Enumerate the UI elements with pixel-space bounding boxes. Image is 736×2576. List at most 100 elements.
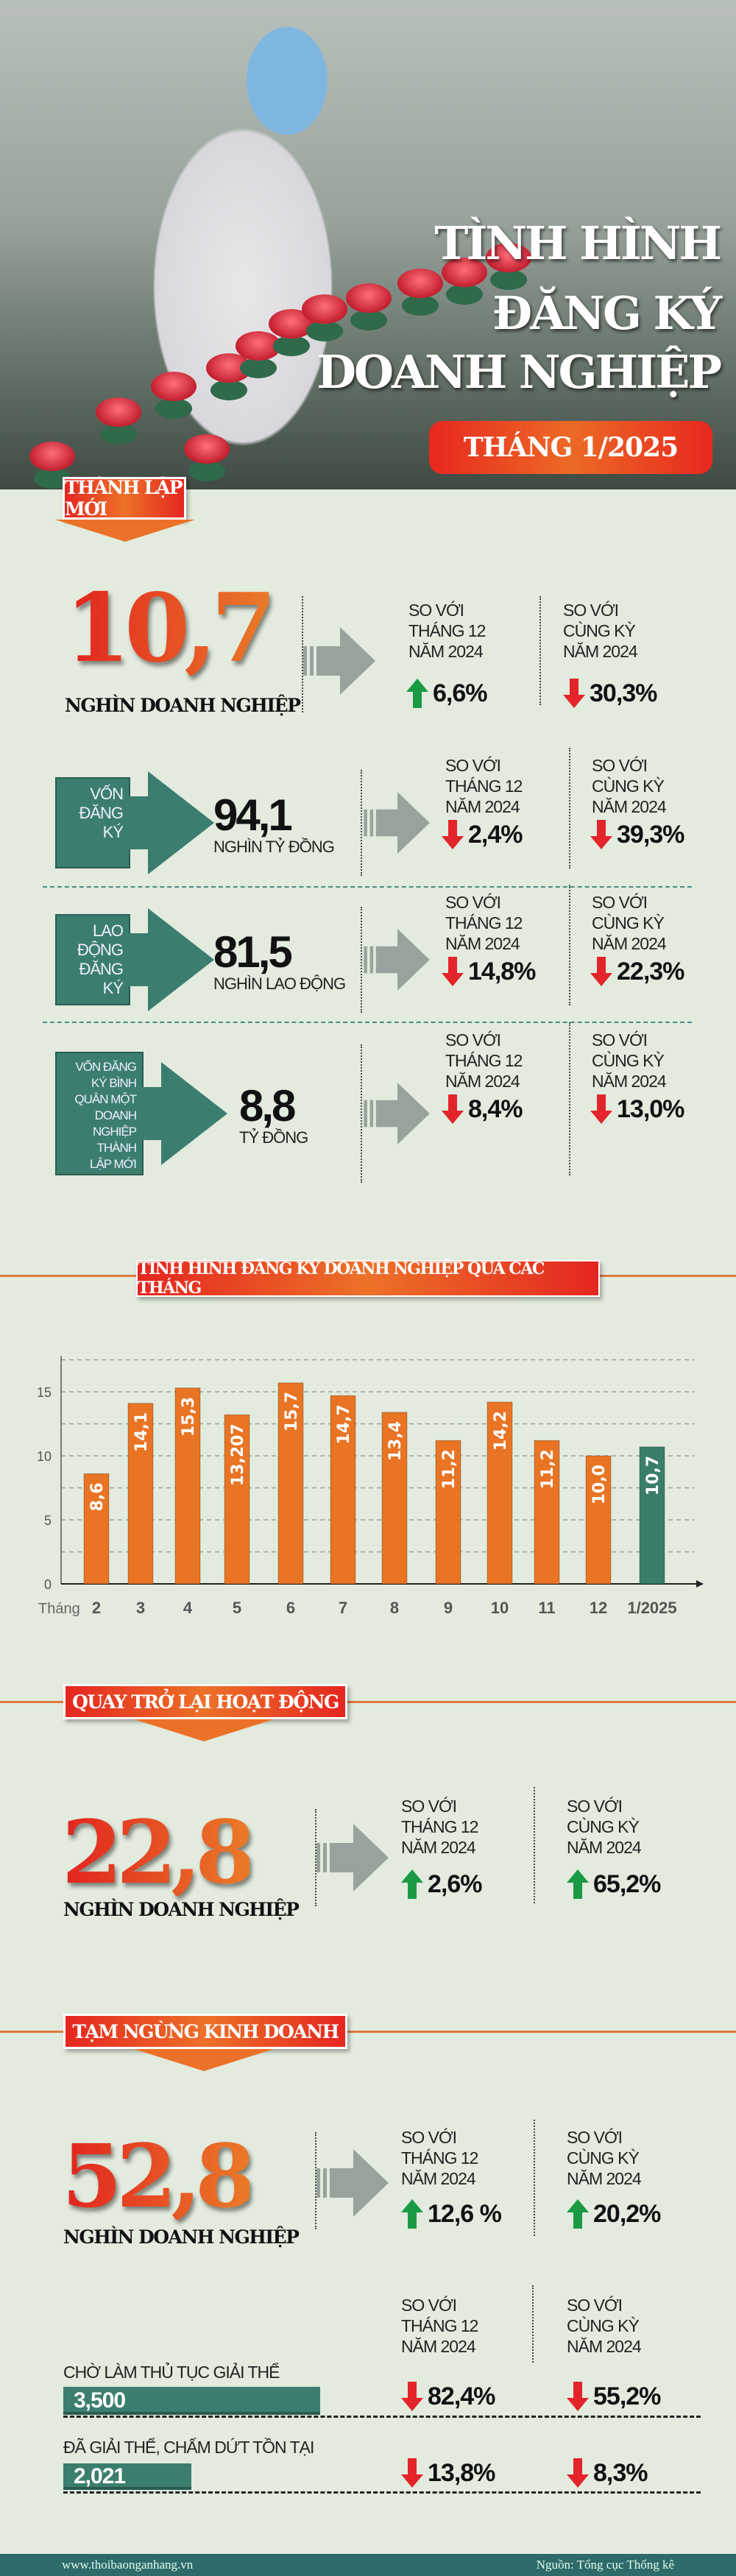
row-unit: TỶ ĐỒNG <box>239 1128 308 1147</box>
compare-label-prev-month: SO VỚI THÁNG 12 NĂM 2024 <box>401 2296 478 2356</box>
arrow-down-icon <box>442 957 464 986</box>
divider <box>302 596 303 712</box>
bar <box>435 1440 461 1585</box>
row-divider <box>43 886 692 888</box>
x-tick-label: 3 <box>136 1599 145 1617</box>
compare-label-same-period: SO VỚI CÙNG KỲ NĂM 2024 <box>563 601 638 661</box>
compare-label-same-period: SO VỚI CÙNG KỲ NĂM 2024 <box>567 2296 642 2356</box>
divider <box>361 1044 362 1183</box>
new-business-unit: NGHÌN DOANH NGHIỆP <box>65 695 301 716</box>
chart-title: TÌNH HÌNH ĐĂNG KÝ DOANH NGHIỆP QUA CÁC T… <box>136 1259 600 1298</box>
divider <box>569 1022 570 1175</box>
divider <box>539 596 541 705</box>
section-rule <box>0 2031 736 2033</box>
bar-chart: 0 5 10 15 Tháng 8,6 2 14,1 3 15,3 4 13,207 5 15,7 6 14,… <box>37 1356 704 1617</box>
tag-down-arrow-icon <box>134 1719 274 1741</box>
gray-arrow-icon <box>364 792 430 854</box>
compare-label-prev-month: SO VỚI THÁNG 12 NĂM 2024 <box>445 756 523 816</box>
arrow-down-icon <box>563 679 585 708</box>
bar <box>381 1412 408 1585</box>
row-divider <box>63 2491 701 2494</box>
pct-same-period: 13,0% <box>590 1094 684 1124</box>
arrow-up-icon <box>406 679 428 708</box>
x-tick-label: 10 <box>491 1599 509 1617</box>
pct-prev-month: 14,8% <box>442 957 536 986</box>
x-axis-arrow-icon <box>696 1580 704 1588</box>
pct-prev-month: 82,4% <box>401 2382 495 2411</box>
bar-value-label: 15,3 <box>180 1397 198 1437</box>
section-tag-reactivated: QUAY TRỞ LẠI HOẠT ĐỘNG <box>63 1684 347 1719</box>
x-tick-label: 9 <box>444 1599 453 1617</box>
x-tick-label: 6 <box>286 1599 295 1617</box>
bar <box>486 1401 513 1585</box>
x-tick-label: 1/2025 <box>627 1599 676 1617</box>
tag-down-arrow-icon <box>55 520 195 542</box>
bar-value-label: 13,207 <box>229 1423 247 1486</box>
bar <box>277 1382 304 1585</box>
section-tag-suspended: TẠM NGỪNG KINH DOANH <box>63 2014 347 2049</box>
pct-same-period: 55,2% <box>567 2382 661 2411</box>
compare-label-same-period: SO VỚI CÙNG KỲ NĂM 2024 <box>592 893 667 953</box>
divider <box>569 748 570 868</box>
gray-arrow-icon <box>303 627 375 695</box>
arrow-up-icon <box>401 1869 423 1899</box>
bar-value-label: 8,6 <box>88 1482 107 1511</box>
pct-prev-month: 2,6% <box>401 1869 482 1899</box>
bar-value-label: 11,2 <box>539 1449 557 1489</box>
y-tick-label: 5 <box>44 1513 52 1528</box>
bar-value-label: 14,2 <box>492 1411 510 1451</box>
row-unit: NGHÌN LAO ĐỘNG <box>213 974 346 993</box>
website-link[interactable]: www.thoibaonganhang.vn <box>62 2558 194 2572</box>
divider <box>532 2285 534 2363</box>
y-tick-label: 0 <box>44 1577 52 1592</box>
arrow-up-icon <box>567 2199 589 2229</box>
arrow-down-icon <box>590 957 612 986</box>
suspended-value: 52,8 <box>62 2125 255 2227</box>
compare-label-same-period: SO VỚI CÙNG KỲ NĂM 2024 <box>592 756 667 816</box>
source-note: Nguồn: Tổng cục Thống kê <box>536 2558 674 2572</box>
dissolved-label: ĐÃ GIẢI THỂ, CHẤM DỨT TỒN TẠI <box>63 2438 314 2457</box>
hero-title-line-2: ĐĂNG KÝ <box>492 286 722 340</box>
footer: www.thoibaonganhang.vn Nguồn: Tổng cục T… <box>0 2554 736 2576</box>
bar <box>83 1473 110 1585</box>
arrow-down-icon <box>401 2458 423 2488</box>
x-tick-label: 4 <box>183 1599 193 1617</box>
arrow-down-icon <box>567 2458 589 2488</box>
pct-same-period: 39,3% <box>590 820 684 849</box>
dissolved-bar: 2,021 <box>63 2463 191 2490</box>
gray-arrow-icon <box>364 929 430 991</box>
divider <box>361 770 362 876</box>
bar <box>174 1387 201 1585</box>
pct-same-period: 20,2% <box>567 2199 661 2229</box>
row-label-box: VỐN ĐĂNG KÝ <box>55 777 130 868</box>
compare-label-prev-month: SO VỚI THÁNG 12 NĂM 2024 <box>401 1797 478 1857</box>
dissolution-pending-label: CHỜ LÀM THỦ TỤC GIẢI THỂ <box>63 2363 280 2382</box>
row-arrow-stem <box>129 796 149 849</box>
bar-value-label: 10,0 <box>590 1465 609 1504</box>
row-divider <box>63 2416 701 2418</box>
divider <box>361 907 362 1013</box>
bar-value-label: 15,7 <box>283 1392 301 1432</box>
pct-same-period: 8,3% <box>567 2458 648 2488</box>
divider <box>569 885 570 1005</box>
hero-title-line-3: DOANH NGHIỆP <box>316 345 722 399</box>
divider <box>315 2132 316 2229</box>
section-tag-new: THÀNH LẬP MỚI <box>63 477 186 520</box>
arrow-up-icon <box>567 1869 589 1899</box>
x-tick-label: 8 <box>390 1599 399 1617</box>
compare-label-prev-month: SO VỚI THÁNG 12 NĂM 2024 <box>445 893 523 953</box>
tag-down-arrow-icon <box>134 2049 274 2071</box>
reactivated-unit: NGHÌN DOANH NGHIỆP <box>63 1899 300 1920</box>
pct-same-period: 65,2% <box>567 1869 661 1899</box>
bar <box>585 1455 612 1585</box>
pct-same-period: 30,3% <box>563 679 657 708</box>
x-tick-label: 5 <box>233 1599 241 1617</box>
arrow-down-icon <box>567 2382 589 2411</box>
teal-arrow-icon <box>148 908 214 1011</box>
reactivated-value: 22,8 <box>62 1801 255 1903</box>
x-tick-label: 7 <box>339 1599 347 1617</box>
gray-arrow-icon <box>316 2149 389 2217</box>
gray-arrow-icon <box>364 1083 430 1144</box>
row-unit: NGHÌN TỶ ĐỒNG <box>213 838 335 856</box>
teal-arrow-icon <box>148 771 214 874</box>
